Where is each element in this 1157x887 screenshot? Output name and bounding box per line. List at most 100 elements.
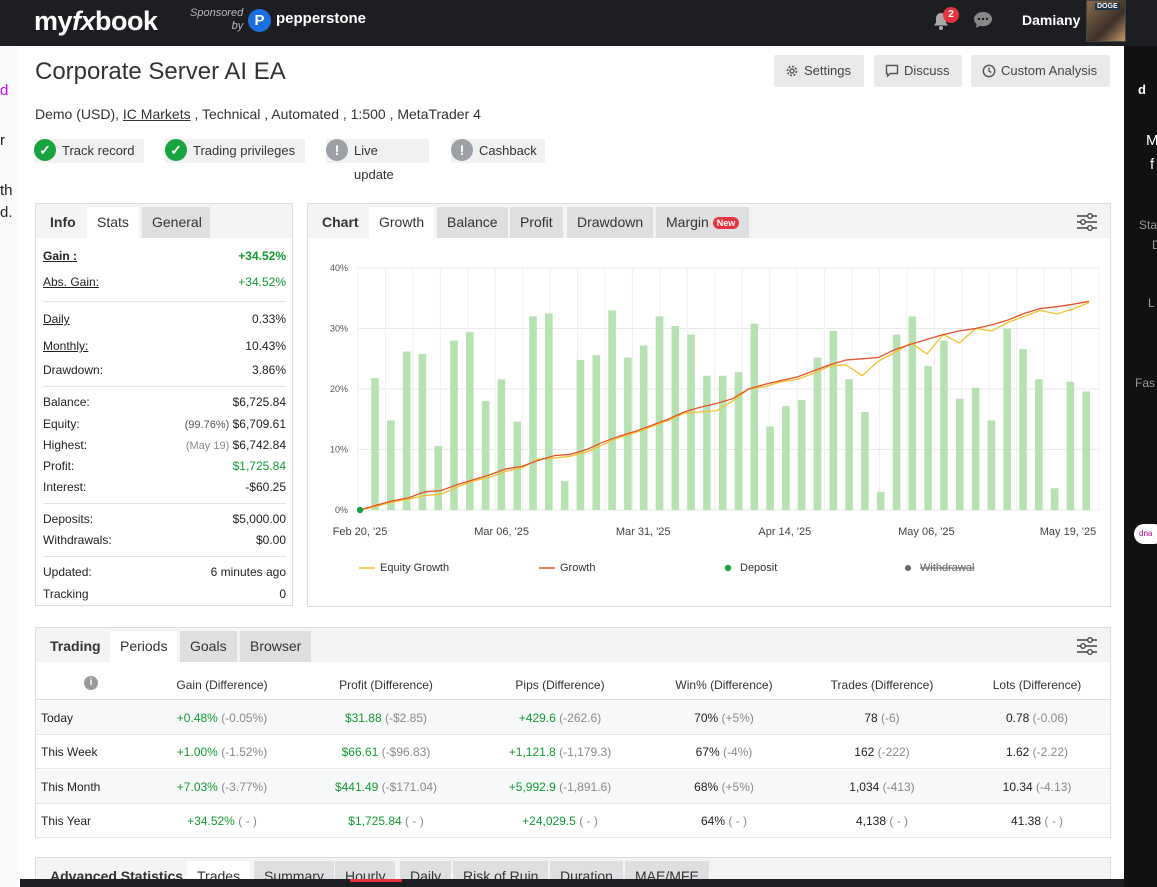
legend-deposit[interactable]: Deposit — [740, 562, 777, 574]
chart-bar[interactable] — [545, 313, 553, 510]
win-difference: (+5%) — [721, 779, 754, 794]
chart-bar[interactable] — [497, 379, 506, 510]
chart-bar[interactable] — [861, 411, 869, 510]
legend-equity-growth[interactable]: Equity Growth — [380, 562, 449, 574]
divider — [43, 556, 286, 557]
chart-bar[interactable] — [766, 426, 774, 510]
abs-gain-label[interactable]: Abs. Gain: — [43, 275, 100, 289]
avatar[interactable]: DOGE — [1086, 0, 1126, 42]
tab-chart[interactable]: Chart — [322, 214, 359, 230]
chart-bar[interactable] — [560, 480, 569, 510]
gain-label[interactable]: Gain : — [43, 249, 78, 263]
column-header-win[interactable]: Win% (Difference) — [675, 678, 773, 692]
tab-growth[interactable]: Growth — [369, 207, 435, 238]
tab-profit[interactable]: Profit — [510, 207, 563, 238]
chart-bar[interactable] — [1082, 391, 1090, 510]
chart-bar[interactable] — [608, 310, 616, 510]
chart-bar[interactable] — [829, 330, 838, 510]
chart-bar[interactable] — [513, 421, 522, 510]
tab-margin[interactable]: Margin New — [656, 207, 750, 238]
equity-value: $6,709.61 — [232, 417, 286, 431]
daily-label[interactable]: Daily — [43, 312, 70, 326]
chart-bar[interactable] — [466, 332, 474, 510]
chat-icon[interactable] — [973, 11, 993, 29]
custom-analysis-button[interactable]: Custom Analysis — [971, 55, 1110, 87]
chart-bar[interactable] — [876, 491, 885, 510]
chart-bar[interactable] — [592, 355, 601, 510]
tab-periods[interactable]: Periods — [110, 631, 178, 662]
filter-sliders-icon[interactable] — [1076, 212, 1098, 232]
chart-bar[interactable] — [387, 420, 395, 510]
chart-bar[interactable] — [940, 340, 948, 510]
chart-bar[interactable] — [1050, 488, 1059, 510]
chart-bar[interactable] — [1019, 349, 1027, 510]
right-fragment[interactable]: dna — [1134, 524, 1157, 544]
chart-bar[interactable] — [971, 387, 980, 510]
column-header-gain[interactable]: Gain (Difference) — [176, 678, 268, 692]
chart-bar[interactable] — [371, 378, 379, 510]
chart-bar[interactable] — [892, 334, 901, 510]
tab-stats[interactable]: Stats — [87, 207, 139, 238]
chart-bar[interactable] — [655, 316, 664, 510]
chart-bar[interactable] — [529, 316, 537, 510]
discuss-button[interactable]: Discuss — [874, 55, 962, 87]
chart-bar[interactable] — [418, 353, 427, 510]
chart-bar[interactable] — [687, 334, 695, 510]
track-record-chip[interactable]: ✓ Track record — [34, 139, 144, 163]
tab-info[interactable]: Info — [50, 214, 76, 230]
pepperstone-logo-icon[interactable]: P — [248, 9, 271, 32]
notification-count-badge[interactable]: 2 — [943, 7, 959, 23]
settings-button[interactable]: Settings — [774, 55, 864, 87]
exclamation-icon: ! — [451, 139, 473, 161]
column-header-profit[interactable]: Profit (Difference) — [339, 678, 433, 692]
broker-link[interactable]: IC Markets — [122, 106, 191, 122]
chart-bar[interactable] — [434, 445, 443, 510]
chart-bar[interactable] — [955, 398, 964, 510]
chart-bar[interactable] — [813, 357, 822, 510]
chart-bar[interactable] — [671, 326, 680, 510]
live-update-chip[interactable]: ! Live update — [326, 139, 429, 182]
chart-bar[interactable] — [987, 420, 996, 510]
interest-value: -$60.25 — [245, 480, 286, 494]
deposit-point[interactable] — [356, 506, 364, 514]
chart-bar[interactable] — [924, 366, 932, 510]
chart-bar[interactable] — [718, 375, 727, 510]
chart-bar[interactable] — [1034, 379, 1043, 510]
sponsor-name[interactable]: pepperstone — [276, 10, 367, 27]
tab-general[interactable]: General — [142, 207, 210, 238]
monthly-label[interactable]: Monthly: — [43, 339, 89, 353]
cell-gain: +7.03% (-3.77%) — [132, 780, 312, 794]
chart-bar[interactable] — [797, 399, 806, 510]
tab-balance[interactable]: Balance — [437, 207, 508, 238]
column-header-trades[interactable]: Trades (Difference) — [830, 678, 934, 692]
legend-withdrawal[interactable]: Withdrawal — [920, 562, 974, 574]
column-header-lots[interactable]: Lots (Difference) — [992, 678, 1082, 692]
chart-bar[interactable] — [576, 359, 585, 510]
y-tick-label: 30% — [330, 324, 348, 334]
chart-bar[interactable] — [1066, 381, 1075, 510]
cashback-chip[interactable]: ! Cashback — [451, 139, 545, 163]
chart-bar[interactable] — [734, 372, 743, 510]
trading-privileges-chip[interactable]: ✓ Trading privileges — [165, 139, 305, 163]
legend-growth[interactable]: Growth — [560, 562, 595, 574]
myfxbook-logo[interactable]: myfxbook — [34, 6, 158, 36]
chart-bar[interactable] — [845, 379, 853, 510]
tab-trading[interactable]: Trading — [50, 638, 101, 654]
column-header-pips[interactable]: Pips (Difference) — [515, 678, 605, 692]
filter-sliders-icon[interactable] — [1076, 636, 1098, 656]
chart-bar[interactable] — [750, 323, 759, 510]
chart-bar[interactable] — [782, 405, 790, 510]
username[interactable]: Damiany — [1022, 12, 1081, 28]
tab-drawdown[interactable]: Drawdown — [567, 207, 654, 238]
chart-bar[interactable] — [1003, 328, 1011, 511]
chart-bar[interactable] — [402, 351, 411, 510]
growth-chart[interactable]: 40% 30% 20% 10% 0% Feb 20, '25 Mar 06, '25 Mar… — [308, 240, 1110, 606]
chart-bar[interactable] — [481, 401, 490, 510]
chart-bar[interactable] — [450, 340, 458, 510]
updated-row: Updated: 6 minutes ago — [43, 565, 286, 581]
info-icon[interactable]: i — [84, 676, 98, 690]
chart-bar[interactable] — [703, 375, 711, 510]
tab-browser[interactable]: Browser — [240, 631, 312, 662]
chart-bar[interactable] — [908, 316, 917, 510]
tab-goals[interactable]: Goals — [180, 631, 237, 662]
